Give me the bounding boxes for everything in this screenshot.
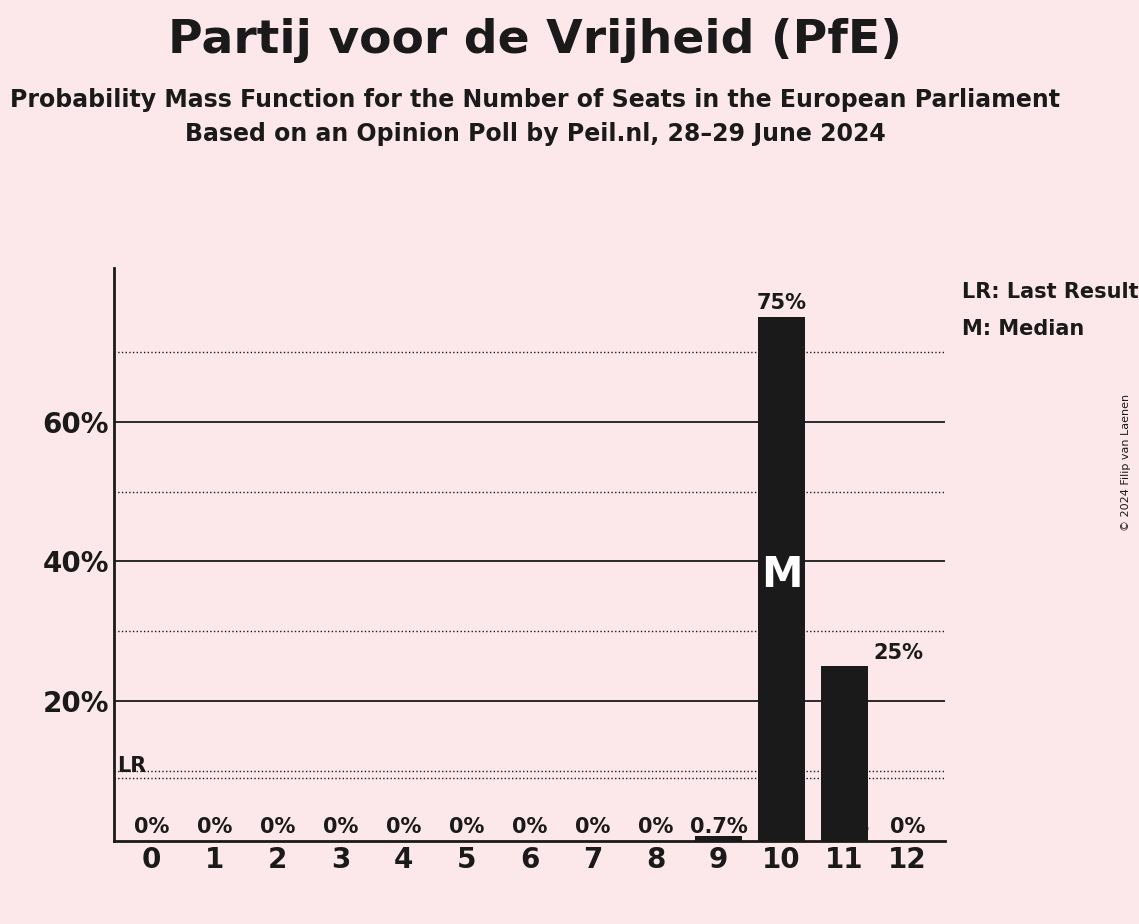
- Text: Partij voor de Vrijheid (PfE): Partij voor de Vrijheid (PfE): [169, 18, 902, 64]
- Text: 0%: 0%: [890, 818, 925, 837]
- Text: 0.7%: 0.7%: [690, 818, 747, 837]
- Text: M: M: [761, 554, 802, 596]
- Bar: [821, 666, 868, 841]
- Text: 0%: 0%: [638, 818, 673, 837]
- Text: LR: LR: [117, 756, 146, 776]
- Text: © 2024 Filip van Laenen: © 2024 Filip van Laenen: [1121, 394, 1131, 530]
- Text: LR: Last Result: LR: Last Result: [962, 282, 1139, 302]
- Text: 0%: 0%: [323, 818, 359, 837]
- Text: 0%: 0%: [386, 818, 421, 837]
- Text: 0%: 0%: [260, 818, 295, 837]
- Text: 0%: 0%: [575, 818, 611, 837]
- Text: 0%: 0%: [197, 818, 232, 837]
- Text: 0%: 0%: [449, 818, 484, 837]
- Bar: [757, 317, 805, 841]
- Text: Probability Mass Function for the Number of Seats in the European Parliament: Probability Mass Function for the Number…: [10, 88, 1060, 112]
- Text: M: Median: M: Median: [962, 319, 1084, 339]
- Text: 0%: 0%: [134, 818, 170, 837]
- Text: 0%: 0%: [511, 818, 548, 837]
- Text: 25%: 25%: [820, 818, 869, 837]
- Bar: [695, 836, 743, 841]
- Text: Based on an Opinion Poll by Peil.nl, 28–29 June 2024: Based on an Opinion Poll by Peil.nl, 28–…: [185, 122, 886, 146]
- Text: 25%: 25%: [872, 643, 923, 663]
- Text: 75%: 75%: [756, 294, 806, 313]
